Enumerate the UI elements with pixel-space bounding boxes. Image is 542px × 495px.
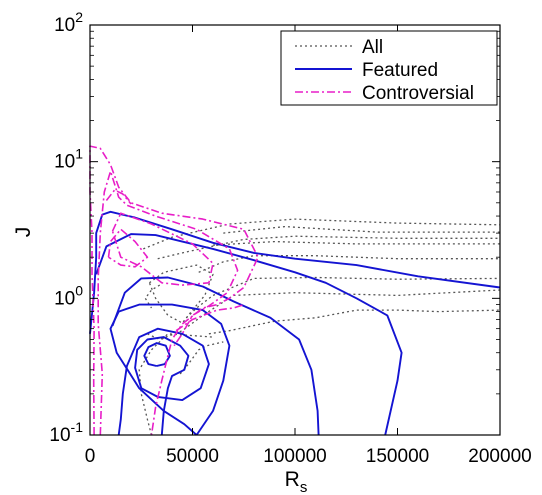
contour-all-6 <box>148 264 214 324</box>
contour-controversial-4 <box>105 189 132 205</box>
x-axis-label-main: R <box>285 468 300 491</box>
series-layer <box>89 145 501 436</box>
x-tick-label: 100000 <box>263 446 326 467</box>
contour-all-8 <box>147 289 501 341</box>
contour-controversial-2 <box>111 212 214 286</box>
series-all <box>138 218 501 436</box>
x-tick-label: 50000 <box>166 446 219 467</box>
ticks-layer: 0 50000 100000 150000 200000 10-1 100 101 102 <box>49 9 531 467</box>
contour-all-10 <box>179 341 224 375</box>
y-tick-label: 102 <box>54 9 83 36</box>
contour-all-3 <box>223 225 500 234</box>
series-controversial <box>89 145 259 436</box>
y-tick-label: 10-1 <box>49 419 83 446</box>
contour-all-11 <box>144 284 161 309</box>
x-axis-label: Rs <box>285 468 308 495</box>
x-tick-label: 0 <box>85 446 96 467</box>
series-featured <box>89 210 501 436</box>
contour-all-9 <box>138 333 214 436</box>
contour-controversial-5 <box>175 303 245 332</box>
contour-all-2 <box>212 240 500 246</box>
contour-all-5 <box>143 218 501 250</box>
contour-featured-0 <box>89 210 501 334</box>
y-tick-label: 101 <box>54 146 83 173</box>
contour-featured-3 <box>109 303 231 436</box>
contour-controversial-0 <box>89 145 259 436</box>
legend-label-all: All <box>362 37 383 58</box>
x-tick-label: 150000 <box>366 446 429 467</box>
contour-controversial-3 <box>107 228 149 268</box>
contour-featured-1 <box>95 233 403 436</box>
contour-all-4 <box>157 235 500 260</box>
legend-label-controversial: Controversial <box>362 83 474 104</box>
contour-controversial-1 <box>97 170 239 436</box>
legend-label-featured: Featured <box>362 60 438 81</box>
y-tick-label: 100 <box>54 282 83 309</box>
legend: All Featured Controversial <box>280 30 498 106</box>
contour-featured-2 <box>111 276 320 436</box>
x-tick-label: 200000 <box>468 446 531 467</box>
y-axis-label: J <box>12 227 35 238</box>
contour-featured-4 <box>117 327 210 436</box>
x-axis-label-subscript: s <box>300 479 308 495</box>
